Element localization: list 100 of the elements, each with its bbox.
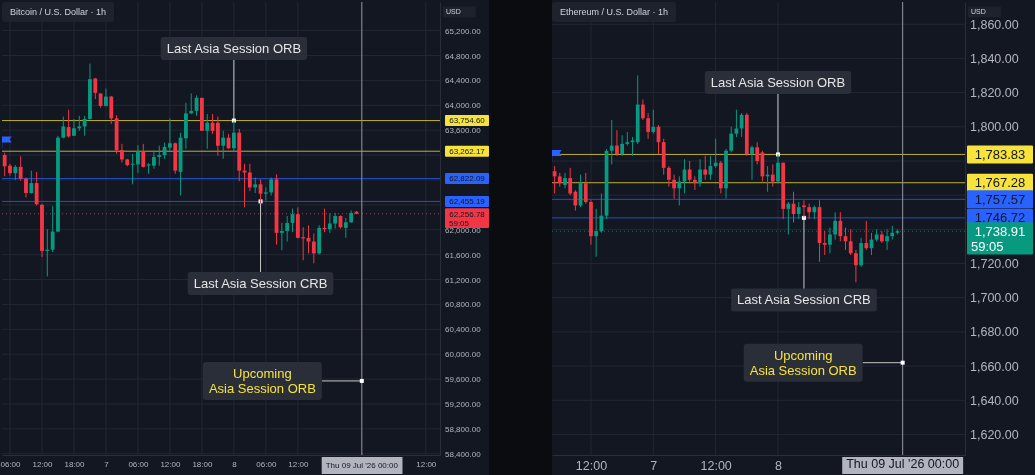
candlestick bbox=[750, 145, 754, 181]
ref-line-label: 62,455.19 bbox=[449, 197, 486, 207]
candlestick bbox=[66, 109, 71, 139]
candlestick bbox=[24, 176, 28, 198]
candlestick bbox=[854, 249, 858, 283]
y-tick-label: 1,720.00 bbox=[970, 257, 1019, 272]
ref-line-label: 63,262.17 bbox=[449, 147, 486, 157]
text: Ethereum / U.S. Dollar · 1h bbox=[560, 7, 669, 18]
x-tick-label: 18:00 bbox=[192, 459, 213, 469]
ref-line-label: Thu 09 Jul '26 00:00 bbox=[325, 461, 399, 470]
y-tick-label: 59,200.00 bbox=[445, 400, 482, 410]
candlestick bbox=[215, 115, 220, 157]
candlestick bbox=[136, 144, 140, 174]
annotation: Last Asia Session ORB bbox=[710, 74, 846, 90]
ref-line-label: 1,767.28 bbox=[974, 175, 1026, 191]
y-tick-label: 61,600.00 bbox=[445, 250, 482, 260]
candlestick bbox=[279, 222, 284, 251]
candlestick bbox=[770, 163, 775, 188]
y-tick-label: 64,400.00 bbox=[445, 76, 482, 86]
y-tick-label: 60,400.00 bbox=[445, 325, 482, 335]
x-tick-label: 8 bbox=[775, 458, 782, 473]
y-tick-label: 63,600.00 bbox=[445, 126, 482, 136]
candlestick bbox=[620, 134, 624, 157]
x-tick-label: 8 bbox=[232, 459, 238, 469]
y-tick-label: 59,600.00 bbox=[445, 375, 482, 385]
candlestick bbox=[838, 211, 843, 242]
candlestick bbox=[29, 170, 34, 195]
candlestick bbox=[82, 115, 87, 137]
x-tick-label: 06:00 bbox=[128, 459, 149, 469]
candlestick bbox=[141, 143, 146, 169]
y-tick-label: 1,700.00 bbox=[970, 291, 1019, 306]
candlestick bbox=[755, 141, 760, 165]
x-tick-label: 06:00 bbox=[0, 459, 22, 469]
ref-line-label: 1,757.57 bbox=[974, 191, 1026, 207]
candlestick bbox=[34, 171, 39, 206]
candlestick bbox=[72, 118, 76, 137]
y-tick-label: 65,200.00 bbox=[445, 26, 482, 36]
y-tick-label: 1,680.00 bbox=[970, 325, 1019, 340]
candlestick bbox=[130, 153, 135, 185]
y-tick-label: 1,820.00 bbox=[970, 86, 1019, 101]
candlestick bbox=[667, 165, 671, 188]
candlestick bbox=[247, 163, 252, 192]
annotation: Upcoming Asia Session ORB bbox=[208, 366, 316, 396]
candlestick bbox=[120, 143, 124, 164]
text: Bitcoin / U.S. Dollar · 1h bbox=[10, 7, 107, 18]
ref-line-label: Thu 09 Jul '26 00:00 bbox=[846, 457, 960, 471]
candlestick bbox=[848, 228, 853, 256]
candlestick bbox=[734, 109, 739, 138]
annotation: Last Asia Session CRB bbox=[737, 292, 871, 308]
y-tick-label: 64,000.00 bbox=[445, 101, 482, 111]
x-tick-label: 12:00 bbox=[288, 459, 309, 469]
candlestick bbox=[327, 213, 332, 234]
candlestick bbox=[157, 145, 162, 167]
x-tick-label: 12:00 bbox=[32, 459, 54, 469]
x-tick-label: 06:00 bbox=[256, 459, 277, 469]
y-tick-label: 1,660.00 bbox=[970, 359, 1019, 374]
candlestick bbox=[713, 138, 718, 169]
annotation: Upcoming Asia Session ORB bbox=[749, 347, 857, 378]
candlestick bbox=[343, 217, 348, 239]
candlestick bbox=[2, 152, 7, 177]
candlestick bbox=[18, 155, 23, 182]
ref-line-label: 63,754.60 bbox=[449, 116, 486, 126]
y-tick-label: 60,000.00 bbox=[445, 350, 482, 360]
y-tick-label: 64,800.00 bbox=[445, 51, 482, 61]
candlestick bbox=[677, 175, 682, 206]
y-tick-label: 58,800.00 bbox=[445, 424, 482, 434]
ref-line-label: 1,738.91 59:05 bbox=[971, 223, 1026, 255]
y-tick-label: 58,400.00 bbox=[445, 449, 482, 459]
y-tick-label: 1,860.00 bbox=[970, 17, 1019, 32]
candlestick bbox=[609, 119, 614, 165]
candlestick bbox=[568, 167, 573, 196]
candlestick bbox=[651, 109, 656, 135]
x-tick-label: 12:00 bbox=[575, 458, 608, 473]
candlestick bbox=[109, 95, 114, 125]
ref-line-label: 1,746.72 bbox=[974, 210, 1026, 226]
candlestick bbox=[93, 77, 98, 100]
candlestick bbox=[864, 220, 869, 251]
candlestick bbox=[221, 130, 226, 160]
y-tick-label: 61,200.00 bbox=[445, 275, 482, 285]
candlestick bbox=[672, 174, 676, 200]
candlestick bbox=[641, 98, 645, 121]
candlestick bbox=[859, 237, 863, 268]
candlestick bbox=[263, 186, 268, 201]
y-tick-label: 1,620.00 bbox=[970, 427, 1019, 442]
candlestick bbox=[729, 126, 734, 153]
y-tick-label: 1,800.00 bbox=[970, 120, 1019, 135]
x-tick-label: 18:00 bbox=[64, 459, 86, 469]
x-tick-label: 7 bbox=[104, 459, 110, 469]
x-tick-label: 12:00 bbox=[160, 459, 181, 469]
candlestick bbox=[563, 172, 567, 189]
y-tick-label: 1,840.00 bbox=[970, 51, 1019, 66]
candlestick bbox=[205, 113, 210, 150]
x-tick-label: 12:00 bbox=[416, 459, 437, 469]
annotation: Last Asia Session CRB bbox=[193, 275, 328, 291]
candlestick bbox=[615, 129, 619, 157]
x-tick-label: 12:00 bbox=[700, 458, 732, 473]
y-tick-label: 60,800.00 bbox=[445, 300, 482, 310]
x-tick-label: 7 bbox=[650, 458, 658, 473]
candlestick bbox=[104, 87, 108, 108]
candlestick bbox=[822, 230, 827, 256]
